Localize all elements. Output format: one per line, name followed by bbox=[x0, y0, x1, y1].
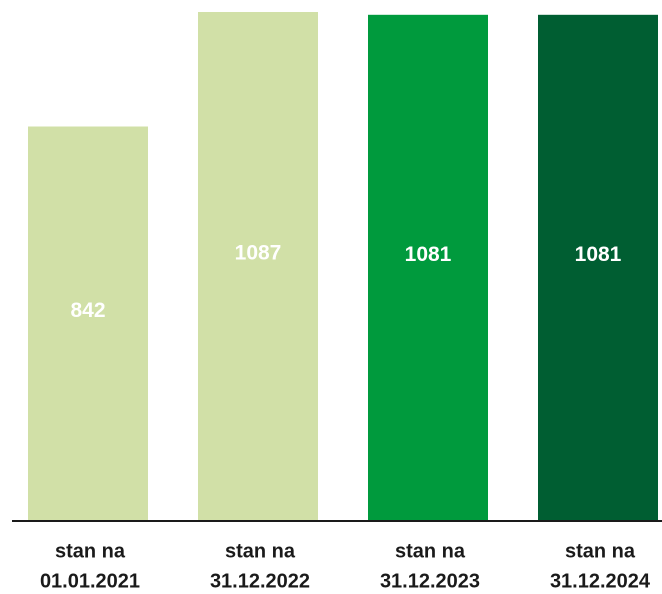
category-label: stan na bbox=[565, 540, 636, 562]
value-label: 1081 bbox=[575, 243, 622, 266]
category-label: 01.01.2021 bbox=[40, 570, 140, 592]
category-label: 31.12.2023 bbox=[380, 570, 480, 592]
category-label: 31.12.2024 bbox=[550, 570, 651, 592]
bar bbox=[198, 12, 318, 520]
category-label: stan na bbox=[395, 540, 466, 562]
bar bbox=[538, 14, 658, 521]
category-label: stan na bbox=[225, 540, 296, 562]
bar bbox=[28, 126, 148, 520]
value-label: 842 bbox=[70, 299, 105, 322]
category-label: 31.12.2022 bbox=[210, 570, 310, 592]
category-label: stan na bbox=[55, 540, 126, 562]
value-label: 1087 bbox=[235, 242, 282, 265]
value-label: 1081 bbox=[405, 243, 452, 266]
bar bbox=[368, 14, 488, 521]
